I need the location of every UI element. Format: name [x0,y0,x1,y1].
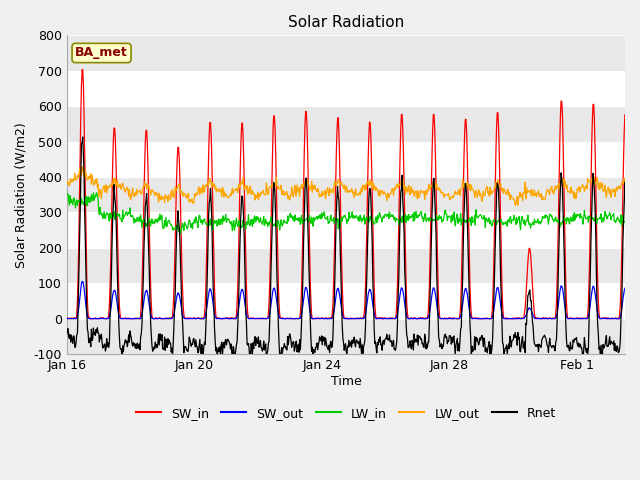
Bar [67,177,625,213]
Y-axis label: Solar Radiation (W/m2): Solar Radiation (W/m2) [15,122,28,267]
Bar [67,248,625,283]
X-axis label: Time: Time [330,375,361,388]
Bar [67,106,625,142]
Bar [67,36,625,71]
Text: BA_met: BA_met [75,47,128,60]
Bar [67,319,625,354]
Title: Solar Radiation: Solar Radiation [288,15,404,30]
Legend: SW_in, SW_out, LW_in, LW_out, Rnet: SW_in, SW_out, LW_in, LW_out, Rnet [131,402,561,425]
